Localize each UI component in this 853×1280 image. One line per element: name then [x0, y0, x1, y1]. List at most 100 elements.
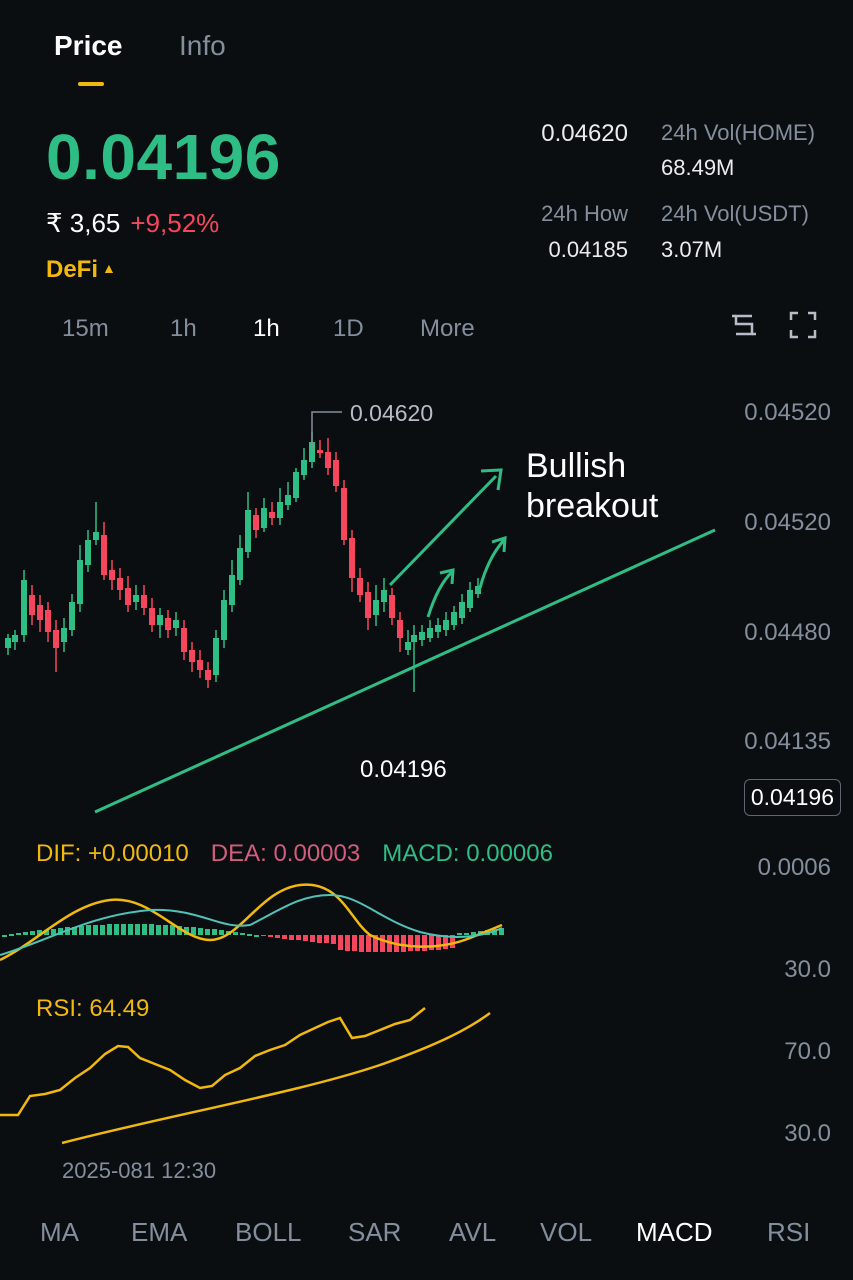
macd-bar	[142, 924, 147, 935]
macd-bar	[345, 935, 350, 951]
interval-1d[interactable]: 1D	[333, 315, 364, 342]
price-axis-label: 0.04480	[744, 619, 831, 646]
rsi-axis-label: 70.0	[784, 1038, 831, 1065]
macd-value: MACD: 0.00006	[382, 840, 553, 867]
interval-1h-active[interactable]: 1h	[253, 315, 280, 342]
indicator-ema[interactable]: EMA	[131, 1217, 188, 1247]
candle-body	[427, 628, 433, 638]
macd-bar	[240, 933, 245, 935]
indicator-sar[interactable]: SAR	[348, 1217, 402, 1247]
settings-icon[interactable]	[730, 310, 758, 345]
candle-body	[357, 578, 363, 595]
indicator-macd[interactable]: MACD	[636, 1217, 713, 1247]
candle-body	[205, 670, 211, 680]
macd-bar	[401, 935, 406, 952]
peak-price-label: 0.04620	[350, 400, 434, 426]
macd-bar	[135, 924, 140, 935]
candle-body	[133, 595, 139, 602]
macd-bar	[296, 935, 301, 940]
candle-body	[261, 508, 267, 528]
candle-body	[149, 608, 155, 625]
last-price: 0.04196	[46, 121, 281, 193]
macd-bar	[37, 930, 42, 935]
macd-bar	[72, 927, 77, 935]
candle-body	[29, 595, 35, 615]
price-axis-label: 0.04135	[744, 728, 831, 755]
interval-15m[interactable]: 15m	[62, 315, 109, 342]
candle-body	[37, 605, 43, 620]
candle-body	[53, 630, 59, 648]
rsi-trendline	[61, 1011, 491, 1145]
candle-body	[405, 642, 411, 650]
macd-bar	[79, 926, 84, 935]
caret-up-icon: ▲	[102, 260, 116, 276]
candle-body	[109, 570, 115, 580]
candle-body	[381, 590, 387, 602]
macd-bar	[450, 935, 455, 948]
macd-bar	[380, 935, 385, 952]
category-tag[interactable]: DeFi ▲	[46, 256, 116, 284]
candle-body	[293, 472, 299, 498]
tab-price[interactable]: Price	[54, 30, 123, 61]
candle-body	[467, 590, 473, 608]
macd-histogram	[2, 924, 504, 952]
macd-bar	[107, 924, 112, 935]
candle-body	[12, 635, 18, 642]
interval-more[interactable]: More	[420, 315, 475, 342]
candle-body	[309, 442, 315, 462]
candle-body	[61, 628, 67, 642]
macd-bar	[2, 935, 7, 937]
low-label: 24h How	[541, 201, 628, 226]
macd-bar	[408, 935, 413, 951]
tab-info[interactable]: Info	[179, 30, 226, 61]
candle-body	[253, 515, 259, 530]
indicator-rsi[interactable]: RSI	[767, 1217, 811, 1247]
macd-bar	[114, 924, 119, 935]
macd-bar	[317, 935, 322, 943]
macd-bar	[58, 928, 63, 935]
macd-bar	[464, 933, 469, 935]
macd-bar	[310, 935, 315, 942]
macd-bar	[86, 925, 91, 935]
candle-body	[77, 560, 83, 604]
category-tag-label: DeFi	[46, 256, 99, 283]
macd-bar	[338, 935, 343, 950]
indicator-boll[interactable]: BOLL	[235, 1217, 302, 1247]
macd-bar	[177, 926, 182, 935]
fullscreen-icon[interactable]	[788, 310, 818, 345]
candlestick-chart[interactable]	[0, 380, 853, 1180]
candle-body	[285, 495, 291, 505]
macd-bar	[324, 935, 329, 943]
vol-usdt-value: 3.07M	[661, 237, 723, 262]
fiat-price: ₹ 3,65	[46, 208, 121, 238]
crosshair-date: 2025-081 12:30	[62, 1158, 217, 1183]
macd-legend: DIF: +0.00010 DEA: 0.00003 MACD: 0.00006	[36, 840, 553, 868]
macd-bar	[163, 925, 168, 935]
candle-body	[189, 650, 195, 662]
macd-bar	[289, 935, 294, 940]
change-percent: +9,52%	[130, 208, 220, 238]
macd-bar	[212, 929, 217, 935]
interval-1h[interactable]: 1h	[170, 315, 197, 342]
price-axis-label: 0.04520	[744, 509, 831, 536]
dif-line	[0, 883, 503, 962]
candle-body	[397, 620, 403, 638]
candle-body	[475, 586, 481, 594]
indicator-ma[interactable]: MA	[40, 1217, 79, 1247]
vol-home-value: 68.49M	[661, 155, 735, 180]
candle-body	[117, 578, 123, 590]
macd-bar	[233, 932, 238, 935]
candle-body	[93, 532, 99, 540]
low-value: 0.04185	[548, 237, 628, 262]
candle-body	[317, 450, 323, 453]
candle-body	[69, 602, 75, 630]
indicator-vol[interactable]: VOL	[540, 1217, 593, 1247]
macd-bar	[51, 929, 56, 935]
candle-body	[21, 580, 27, 635]
indicator-avl[interactable]: AVL	[449, 1217, 497, 1247]
macd-bar	[443, 935, 448, 949]
macd-bar	[30, 931, 35, 935]
current-price-tag: 0.04196	[743, 779, 841, 816]
candle-body	[419, 632, 425, 640]
macd-bar	[205, 929, 210, 935]
